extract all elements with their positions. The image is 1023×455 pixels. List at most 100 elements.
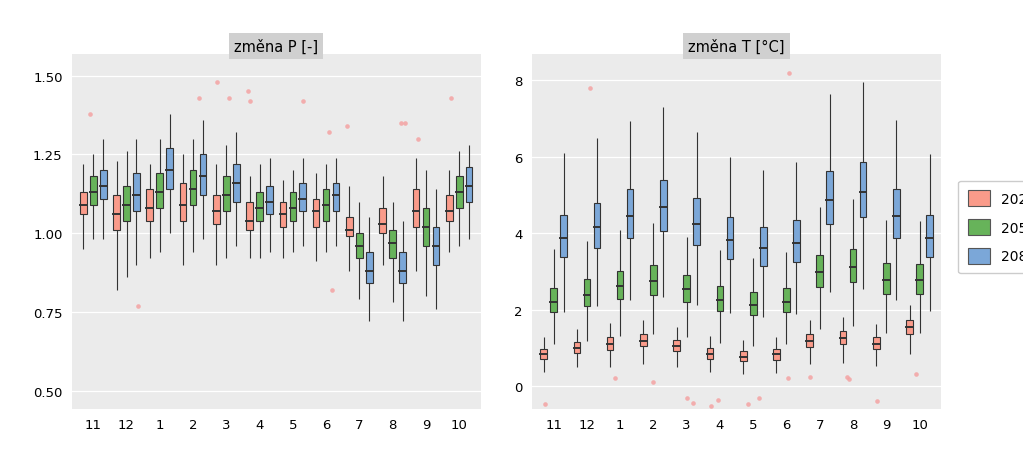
Bar [561, 216, 567, 258]
Point [130, 302, 146, 309]
Bar [123, 187, 130, 221]
Point [607, 374, 623, 382]
Point [295, 98, 311, 106]
Bar [683, 275, 690, 302]
Bar [422, 208, 430, 246]
Bar [380, 208, 386, 233]
Bar [873, 338, 880, 349]
Point [323, 287, 340, 294]
Legend: 2025, 2055, 2085: 2025, 2055, 2085 [959, 181, 1023, 274]
Bar [640, 334, 647, 347]
Bar [180, 183, 186, 221]
Bar [883, 264, 890, 294]
Bar [167, 149, 173, 190]
Bar [146, 190, 153, 221]
Bar [550, 288, 557, 312]
Bar [583, 280, 590, 307]
Point [782, 70, 798, 77]
Bar [926, 216, 933, 258]
Bar [607, 338, 614, 350]
Bar [256, 193, 263, 221]
Bar [617, 271, 623, 299]
Bar [716, 287, 723, 311]
Bar [390, 231, 396, 259]
Point [443, 95, 459, 102]
Point [320, 130, 337, 137]
Bar [694, 199, 700, 245]
Bar [827, 172, 833, 225]
Bar [300, 183, 306, 212]
Point [191, 95, 208, 102]
Bar [80, 193, 87, 215]
Bar [760, 227, 766, 267]
Point [239, 89, 256, 96]
Bar [233, 165, 239, 202]
Bar [726, 217, 733, 259]
Bar [199, 155, 207, 196]
Bar [399, 253, 406, 284]
Point [209, 79, 225, 86]
Point [82, 111, 98, 118]
Bar [816, 255, 824, 288]
Bar [806, 334, 813, 347]
Point [537, 400, 553, 407]
Bar [100, 171, 106, 199]
Bar [773, 349, 780, 360]
Point [907, 371, 924, 378]
Bar [356, 233, 363, 259]
Bar [840, 332, 846, 344]
Bar [223, 177, 229, 212]
Bar [627, 190, 633, 238]
Point [679, 394, 696, 402]
Bar [133, 174, 140, 212]
Bar [850, 249, 856, 283]
Bar [906, 320, 913, 334]
Bar [917, 264, 923, 294]
Bar [793, 221, 800, 262]
Bar [313, 199, 319, 228]
Point [685, 399, 702, 406]
Bar [660, 181, 667, 232]
Point [221, 95, 237, 102]
Point [397, 120, 413, 127]
Bar [346, 218, 353, 237]
Bar [673, 340, 680, 352]
Point [751, 394, 767, 402]
Point [710, 396, 726, 404]
Bar [323, 190, 329, 221]
Bar [465, 167, 473, 202]
Point [703, 403, 719, 410]
Point [740, 400, 756, 407]
Bar [456, 177, 462, 208]
Bar [540, 349, 547, 359]
Bar [750, 293, 757, 316]
Bar [332, 183, 340, 212]
Bar [740, 352, 747, 361]
Bar [893, 190, 899, 238]
Point [802, 373, 818, 380]
Text: změna P [-]: změna P [-] [234, 40, 318, 55]
Bar [859, 162, 866, 218]
Bar [157, 174, 163, 208]
Bar [366, 253, 372, 284]
Point [410, 136, 427, 143]
Point [839, 374, 855, 381]
Point [869, 398, 885, 405]
Bar [707, 349, 713, 359]
Bar [650, 265, 657, 295]
Bar [213, 196, 220, 224]
Bar [412, 190, 419, 228]
Bar [90, 177, 96, 205]
Bar [433, 228, 439, 265]
Bar [279, 202, 286, 228]
Point [339, 123, 355, 131]
Bar [266, 187, 273, 215]
Bar [784, 288, 790, 313]
Point [393, 120, 409, 127]
Point [841, 375, 857, 383]
Bar [189, 171, 196, 205]
Point [644, 379, 661, 386]
Bar [247, 202, 253, 231]
Bar [593, 203, 601, 248]
Bar [446, 196, 452, 221]
